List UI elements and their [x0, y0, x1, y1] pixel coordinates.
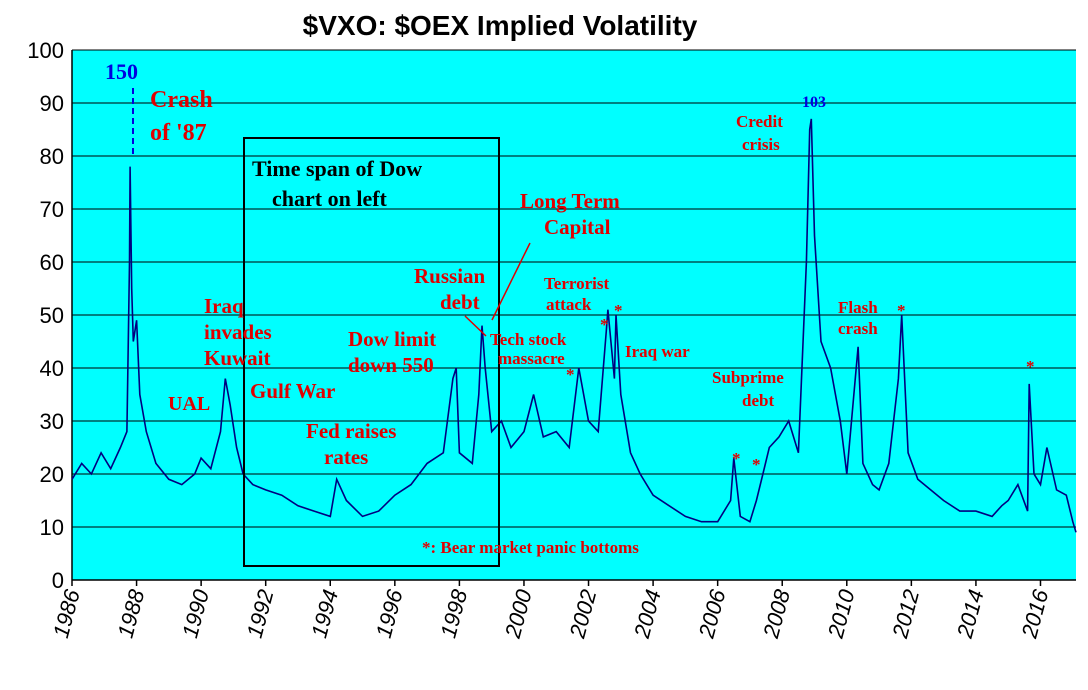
x-axis-ticks: 1986 1988 1990 1992 1994 1996 1998 2000 2002 2004… — [48, 580, 1054, 642]
annotation-150: 150 — [105, 59, 138, 84]
x-tick-label: 2002 — [564, 587, 601, 642]
bear-bottom-star-2002a: * — [600, 315, 609, 334]
vxo-series-line — [71, 118, 1077, 533]
annotation-flash-line1: Flash — [838, 298, 878, 317]
x-tick-label: 1994 — [306, 587, 343, 641]
x-tick-label: 2000 — [500, 586, 537, 641]
annotation-dowlimit-line1: Dow limit — [348, 327, 436, 351]
x-tick-label: 1990 — [177, 586, 214, 640]
annotation-dowlimit-line2: down 550 — [348, 353, 434, 377]
annotation-iraq-line2: invades — [204, 320, 272, 344]
annotation-subprime-line1: Subprime — [712, 368, 784, 387]
y-tick-label: 0 — [52, 568, 64, 593]
y-tick-label: 30 — [40, 409, 64, 434]
y-tick-label: 20 — [40, 462, 64, 487]
annotation-credit-line1: Credit — [736, 112, 783, 131]
ltc-pointer-line — [491, 242, 531, 321]
gridlines — [71, 49, 1076, 581]
chart-title: $VXO: $OEX Implied Volatility — [303, 10, 698, 41]
bear-bottom-star-2015: * — [1026, 357, 1035, 376]
annotation-flash-line2: crash — [838, 319, 878, 338]
russian-pointer-line — [464, 315, 487, 337]
bear-bottom-star-2006: * — [732, 449, 741, 468]
x-tick-label: 2004 — [629, 587, 666, 642]
annotation-ltc-line2: Capital — [544, 215, 611, 239]
bear-bottom-star-2001: * — [566, 365, 575, 384]
y-tick-label: 80 — [40, 144, 64, 169]
x-tick-label: 2010 — [823, 586, 860, 641]
annotation-ltc-line1: Long Term — [520, 189, 620, 213]
annotation-iraq-line3: Kuwait — [204, 346, 271, 370]
annotation-gulf-war: Gulf War — [250, 379, 335, 403]
annotation-russian-line2: debt — [440, 290, 480, 314]
annotation-dow-line2: chart on left — [272, 186, 388, 211]
annotation-fed-line1: Fed raises — [306, 419, 396, 443]
bear-bottom-star-2002b: * — [614, 301, 623, 320]
bear-bottom-star-2011: * — [897, 301, 906, 320]
annotation-iraq-war: Iraq war — [625, 342, 690, 361]
bear-bottom-star-2007: * — [752, 455, 761, 474]
x-tick-label: 2012 — [887, 587, 924, 642]
annotation-terrorist-line2: attack — [546, 295, 592, 314]
y-tick-label: 70 — [40, 197, 64, 222]
annotation-tech-line2: massacre — [498, 349, 565, 368]
x-tick-label: 2006 — [693, 586, 730, 641]
y-tick-label: 60 — [40, 250, 64, 275]
x-tick-label: 2016 — [1016, 586, 1053, 641]
dow-timespan-box — [243, 137, 500, 567]
y-tick-label: 40 — [40, 356, 64, 381]
x-tick-label: 2014 — [952, 587, 989, 642]
x-tick-label: 1986 — [48, 586, 85, 640]
y-tick-label: 90 — [40, 91, 64, 116]
y-axis-ticks: 0 10 20 30 40 50 60 70 80 90 100 — [27, 38, 64, 593]
x-tick-label: 1996 — [371, 586, 408, 640]
annotation-fed-line2: rates — [324, 445, 368, 469]
x-tick-label: 1992 — [242, 587, 279, 641]
annotation-dow-line1: Time span of Dow — [252, 156, 422, 181]
annotation-terrorist-line1: Terrorist — [544, 274, 609, 293]
annotation-tech-line1: Tech stock — [490, 330, 567, 349]
annotation-subprime-line2: debt — [742, 391, 774, 410]
x-tick-label: 2008 — [758, 586, 795, 641]
y-tick-label: 100 — [27, 38, 64, 63]
x-tick-label: 1998 — [435, 586, 472, 640]
annotation-ual: UAL — [168, 393, 210, 415]
x-tick-label: 1988 — [113, 586, 150, 640]
annotation-russian-line1: Russian — [414, 264, 486, 288]
annotation-crash-line2: of '87 — [150, 120, 207, 146]
annotation-bear-market-legend: *: Bear market panic bottoms — [422, 538, 639, 557]
y-tick-label: 10 — [40, 515, 64, 540]
annotation-crash-line1: Crash — [150, 87, 213, 113]
annotation-iraq-line1: Iraq — [204, 294, 244, 318]
annotation-credit-line2: crisis — [742, 135, 780, 154]
annotation-103: 103 — [802, 94, 826, 111]
y-tick-label: 50 — [40, 303, 64, 328]
